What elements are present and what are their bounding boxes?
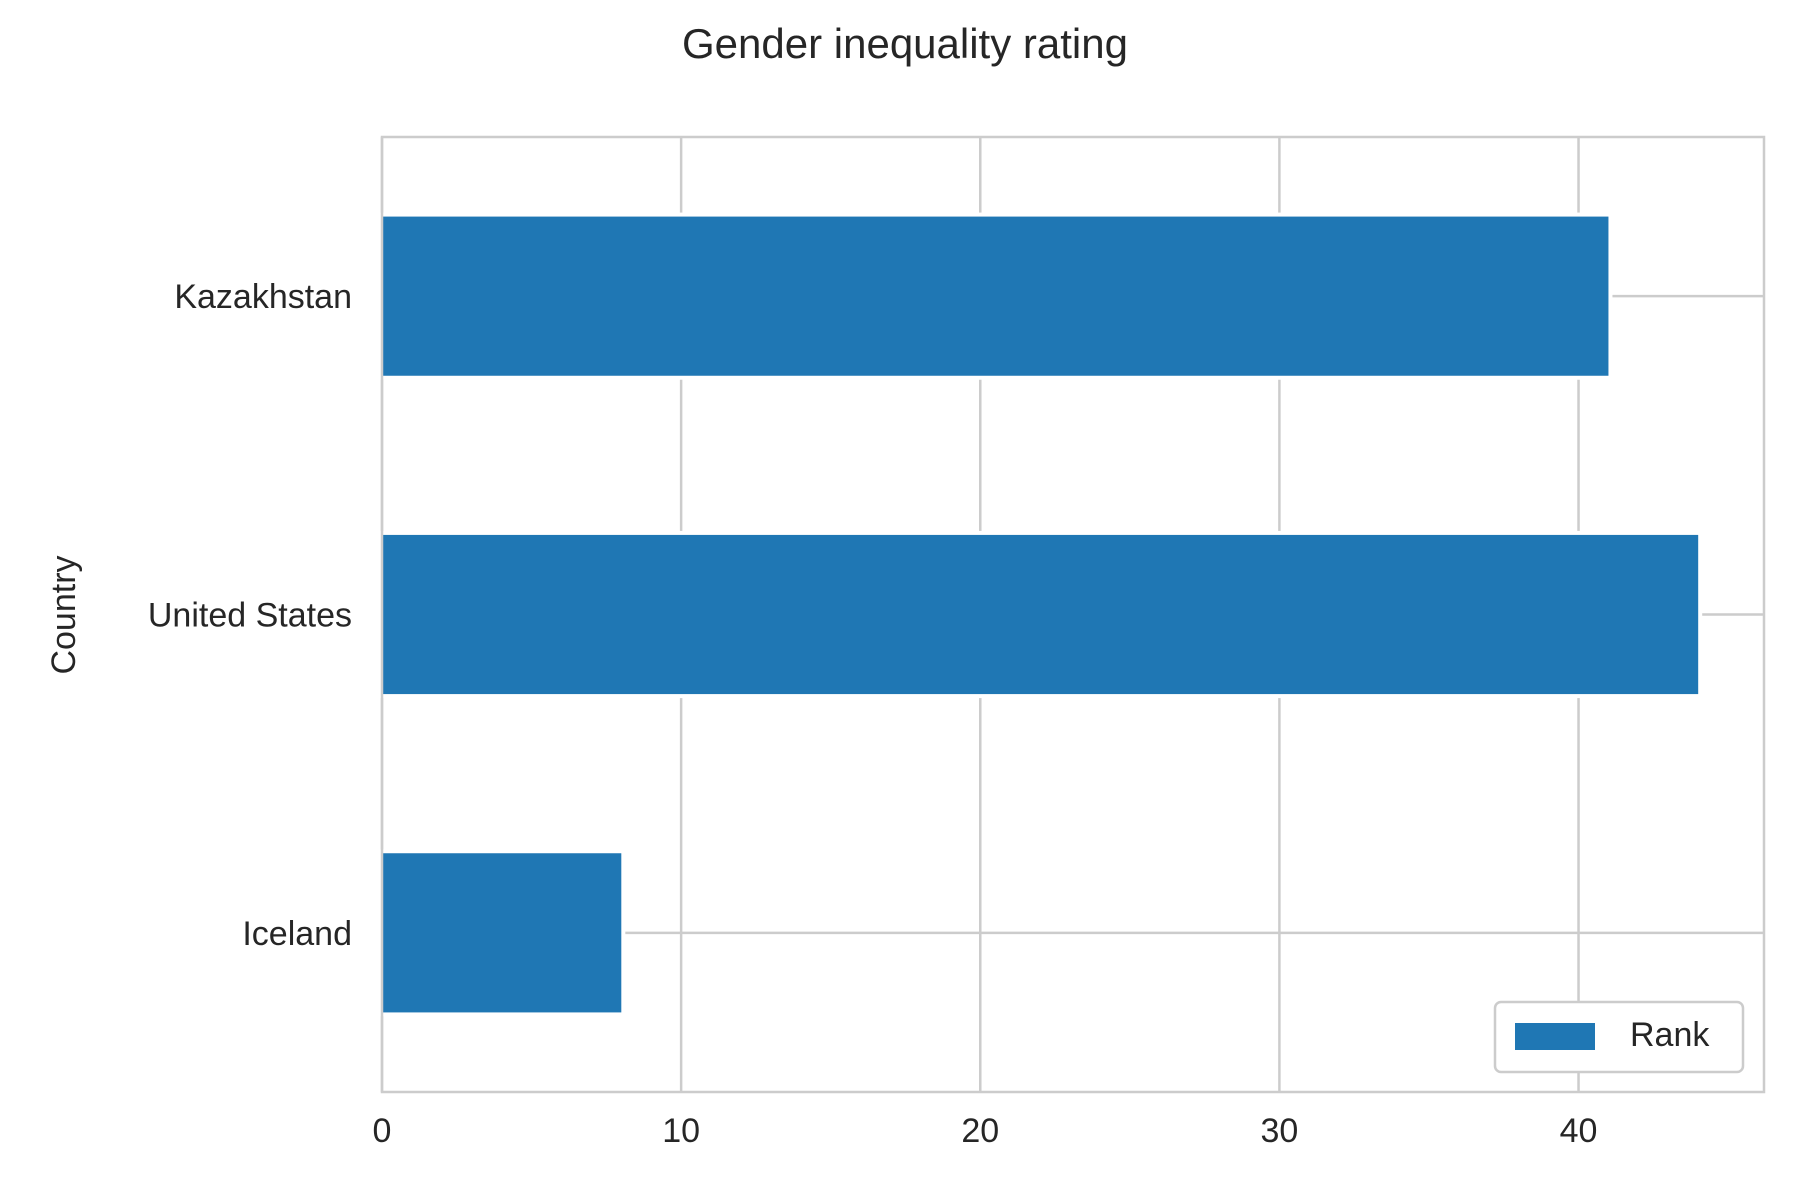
x-tick-label-30: 30 [1260,1112,1298,1150]
legend-label-rank: Rank [1630,1016,1710,1054]
plot-frame [380,135,1766,1094]
x-tick-label-20: 20 [961,1112,999,1150]
y-tick-label-2: Kazakhstan [174,278,352,316]
y-tick-labels: Iceland United States Kazakhstan [148,278,352,953]
y-axis-label: Country [45,555,83,674]
x-tick-label-10: 10 [662,1112,700,1150]
bar-1 [382,534,1699,695]
chart-title: Gender inequality rating [682,20,1128,67]
bar-2 [382,216,1609,376]
bar-0 [382,853,622,1013]
legend-swatch-rank [1515,1023,1595,1050]
legend-box [1493,1000,1745,1074]
legend: Rank [1493,1000,1745,1074]
y-tick-label-1: United States [148,597,352,635]
x-tick-labels: 0 10 20 30 40 [373,1112,1598,1150]
bars [378,212,1703,1017]
y-tick-label-0: Iceland [242,915,352,953]
x-tick-label-40: 40 [1560,1112,1598,1150]
x-tick-label-0: 0 [373,1112,392,1150]
